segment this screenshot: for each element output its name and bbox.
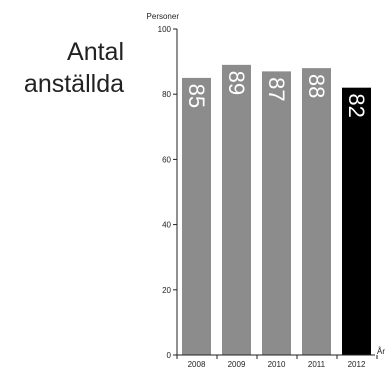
x-tick-label: 2008 <box>188 360 206 369</box>
chart-title: Antal anställda <box>0 36 124 100</box>
y-tick-label: 100 <box>158 25 172 34</box>
bar-2009 <box>222 64 251 356</box>
x-ticks: 2008 2009 2010 2011 2012 <box>176 355 378 369</box>
y-tick-label: 60 <box>162 155 171 164</box>
bar-2008 <box>182 77 211 356</box>
x-tick-label: 2009 <box>228 360 246 369</box>
bar-value-label: 82 <box>344 93 369 117</box>
bar-2010 <box>262 71 291 355</box>
bar-value-label: 85 <box>184 84 209 108</box>
x-tick-label: 2011 <box>308 360 326 369</box>
bar-value-label: 89 <box>224 71 249 95</box>
chart-title-line-2: anställda <box>23 70 124 98</box>
bar-value-label: 88 <box>304 74 329 98</box>
x-axis-label: År <box>377 347 385 356</box>
y-tick-label: 0 <box>167 351 172 360</box>
y-ticks: 0 20 40 60 80 100 <box>158 25 177 360</box>
y-tick-label: 20 <box>162 286 171 295</box>
bar-2012 <box>342 87 371 356</box>
bar-value-label: 87 <box>264 77 289 101</box>
y-axis: 0 20 40 60 80 100 Personer <box>147 12 180 360</box>
x-tick-label: 2012 <box>348 360 366 369</box>
bars: 85 89 87 88 82 <box>182 64 371 356</box>
y-axis-label: Personer <box>147 12 180 21</box>
x-axis: 2008 2009 2010 2011 2012 År <box>176 347 385 369</box>
y-tick-label: 80 <box>162 90 171 99</box>
x-tick-label: 2010 <box>268 360 286 369</box>
y-tick-label: 40 <box>162 221 171 230</box>
bar-2011 <box>302 68 331 356</box>
chart-title-line-1: Antal <box>67 38 124 66</box>
